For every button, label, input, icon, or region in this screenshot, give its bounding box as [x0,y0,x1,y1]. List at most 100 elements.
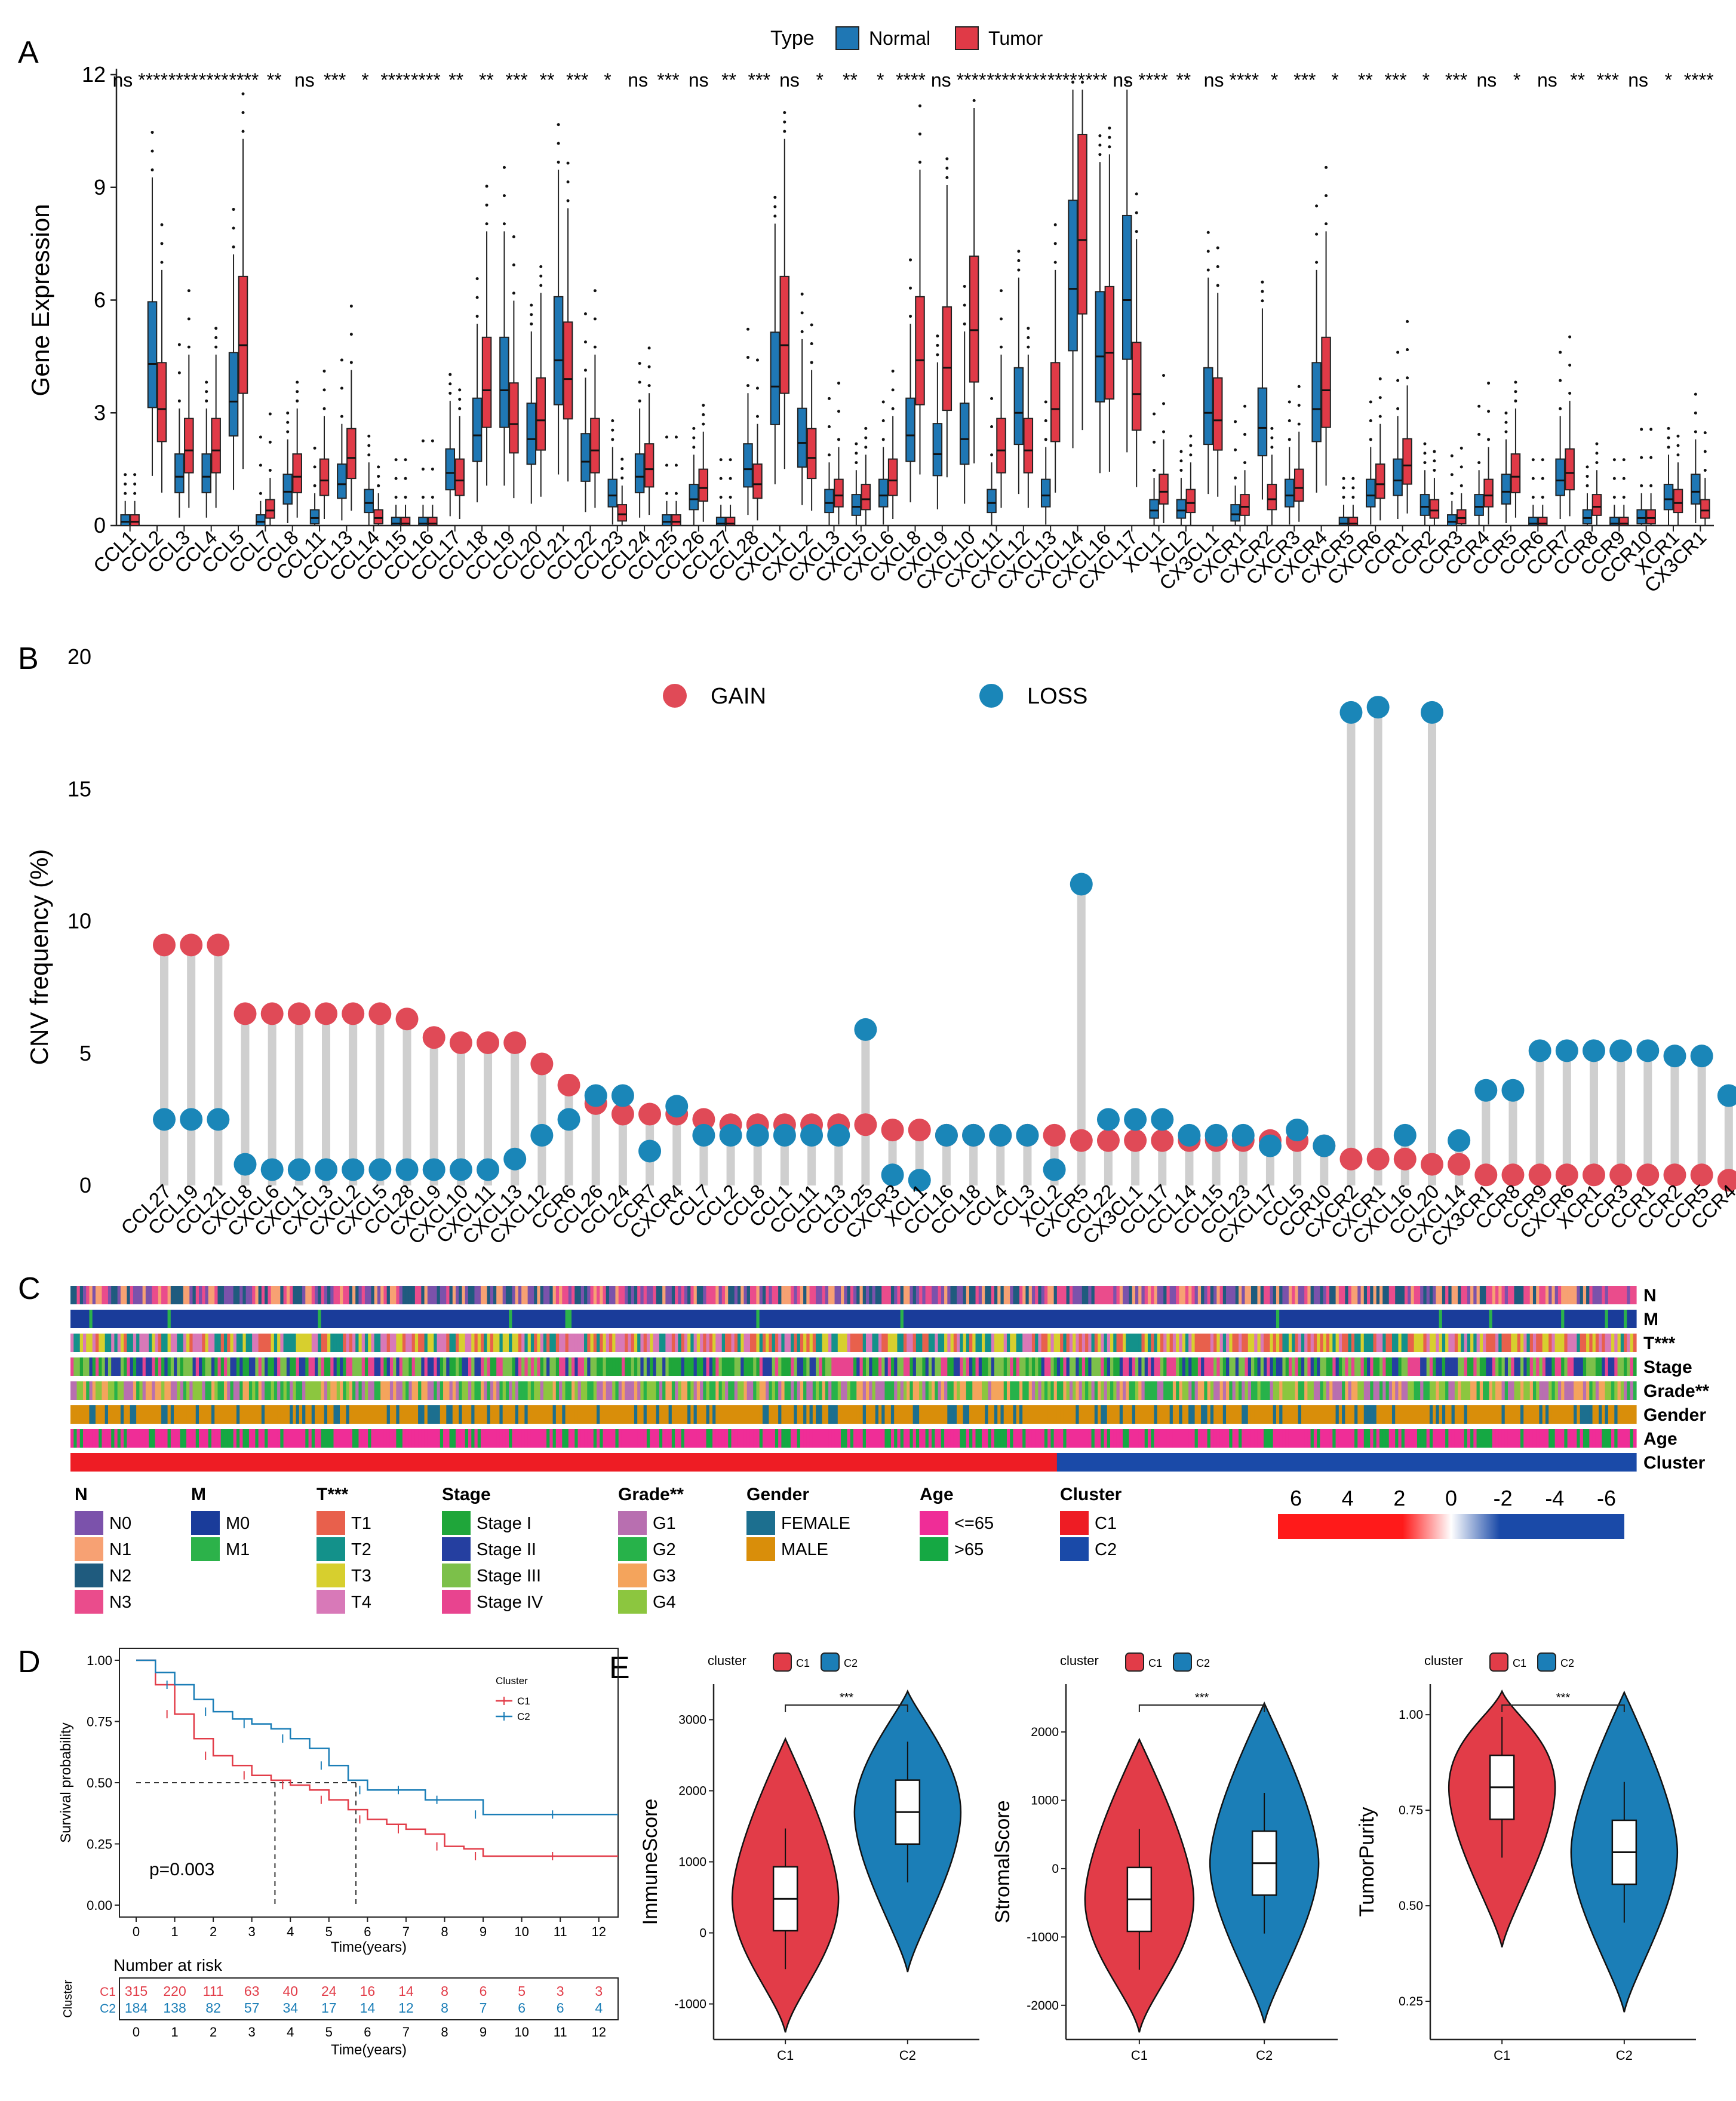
significance-label: ns [1628,69,1648,91]
heatmap-cell [862,1357,867,1376]
heatmap-cell [1292,1334,1296,1352]
heatmap-cell [1292,1381,1296,1400]
heatmap-cell [524,1357,529,1376]
heatmap-cell [399,1405,403,1424]
heatmap-cell [841,1334,844,1352]
heatmap-cell [953,1381,957,1400]
heatmap-cell [941,1310,945,1328]
heatmap-cell [728,1286,732,1304]
box-outlier [286,411,290,415]
heatmap-cell [947,1286,951,1304]
heatmap-cell [1295,1381,1299,1400]
heatmap-cell [199,1429,202,1448]
heatmap-cell [192,1381,196,1400]
heatmap-cell [856,1310,861,1328]
heatmap-cell [872,1429,876,1448]
heatmap-cell [721,1381,726,1400]
heatmap-cell [177,1453,181,1472]
heatmap-cell [1411,1286,1415,1304]
loss-point [692,1123,715,1147]
heatmap-cell [972,1381,976,1400]
heatmap-cell [95,1334,99,1352]
heatmap-cell [1144,1357,1148,1376]
heatmap-cell [834,1334,838,1352]
heatmap-cell [678,1405,682,1424]
heatmap-cell [1454,1310,1458,1328]
heatmap-cell [524,1453,529,1472]
heatmap-cell [684,1286,688,1304]
heatmap-cell [1454,1429,1458,1448]
heatmap-cell [700,1334,703,1352]
heatmap-cell [371,1381,375,1400]
heatmap-cell [1379,1286,1383,1304]
heatmap-cell [935,1405,939,1424]
heatmap-cell [161,1286,165,1304]
heatmap-cell [149,1357,152,1376]
heatmap-cell [490,1310,494,1328]
heatmap-cell [1323,1381,1327,1400]
heatmap-cell [199,1310,202,1328]
box-outlier [377,475,380,478]
heatmap-cell [502,1310,506,1328]
heatmap-cell [1595,1405,1599,1424]
heatmap-cell [872,1405,876,1424]
heatmap-cell [139,1334,143,1352]
heatmap-cell [1586,1357,1590,1376]
heatmap-cell [925,1286,929,1304]
heatmap-cell [158,1405,162,1424]
heatmap-cell [562,1286,566,1304]
heatmap-cell [265,1405,268,1424]
heatmap-cell [443,1357,447,1376]
heatmap-cell [966,1453,970,1472]
heatmap-cell [170,1334,174,1352]
heatmap-cell [1016,1453,1020,1472]
heatmap-cell [177,1381,181,1400]
heatmap-cell [261,1453,265,1472]
heatmap-cell [625,1334,629,1352]
heatmap-cell [255,1405,259,1424]
heatmap-cell [922,1429,926,1448]
heatmap-cell [816,1286,819,1304]
heatmap-cell [706,1310,710,1328]
heatmap-cell [728,1334,732,1352]
heatmap-cell [803,1357,807,1376]
box-outlier [1342,486,1345,490]
heatmap-cell [499,1381,503,1400]
heatmap-cell [1188,1381,1192,1400]
heatmap-cell [1414,1286,1418,1304]
heatmap-cell [327,1429,331,1448]
heatmap-cell [1326,1429,1330,1448]
heatmap-cell [255,1334,259,1352]
heatmap-cell [631,1357,635,1376]
box-outlier [1027,345,1030,349]
heatmap-cell [819,1381,823,1400]
heatmap-cell [133,1405,137,1424]
heatmap-cell [239,1310,244,1328]
box-normal [1285,478,1295,508]
heatmap-cell [812,1334,816,1352]
heatmap-cell [1489,1429,1493,1448]
heatmap-cell [887,1286,892,1304]
heatmap-cell [1250,1286,1255,1304]
heatmap-cell [555,1429,560,1448]
heatmap-cell [515,1357,519,1376]
heatmap-cell [315,1453,318,1472]
heatmap-cell [1185,1310,1189,1328]
heatmap-cell [139,1310,143,1328]
heatmap-cell [431,1405,434,1424]
heatmap-cell [1088,1286,1092,1304]
heatmap-cell [446,1429,450,1448]
box-outlier [313,446,317,450]
heatmap-cell [114,1381,118,1400]
heatmap-cell [1320,1405,1324,1424]
heatmap-cell [437,1453,441,1472]
heatmap-cell [515,1381,519,1400]
heatmap-cell [149,1334,152,1352]
heatmap-cell [1483,1286,1486,1304]
heatmap-cell [615,1453,619,1472]
box-tumor [617,504,628,522]
heatmap-cell [1013,1453,1017,1472]
heatmap-cell [1110,1405,1114,1424]
heatmap-cell [1633,1334,1637,1352]
heatmap-cell [1135,1357,1139,1376]
